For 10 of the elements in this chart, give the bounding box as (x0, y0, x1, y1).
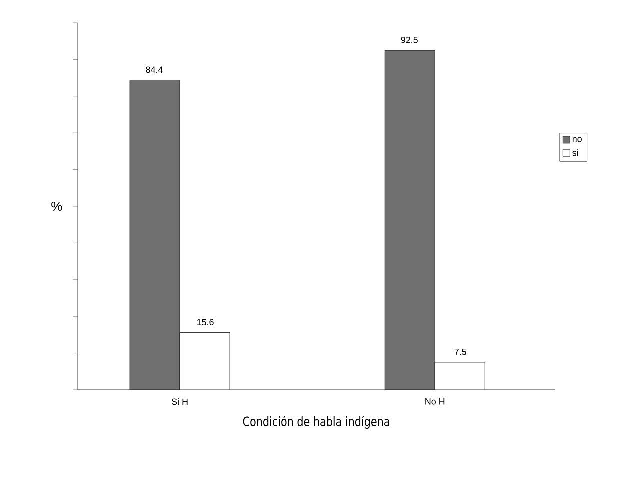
data-label: 84.4 (146, 66, 163, 74)
legend-label: no (572, 137, 582, 142)
x-axis-title: Condición de habla indígena (243, 416, 390, 429)
data-label: 7.5 (454, 349, 466, 356)
x-tick-label: No H (426, 398, 445, 405)
data-label: 15.6 (198, 319, 214, 326)
y-axis-title: % (52, 202, 62, 212)
data-label: 92.5 (401, 36, 418, 44)
text: si (572, 150, 578, 156)
x-tick-label: Si H (172, 398, 188, 406)
